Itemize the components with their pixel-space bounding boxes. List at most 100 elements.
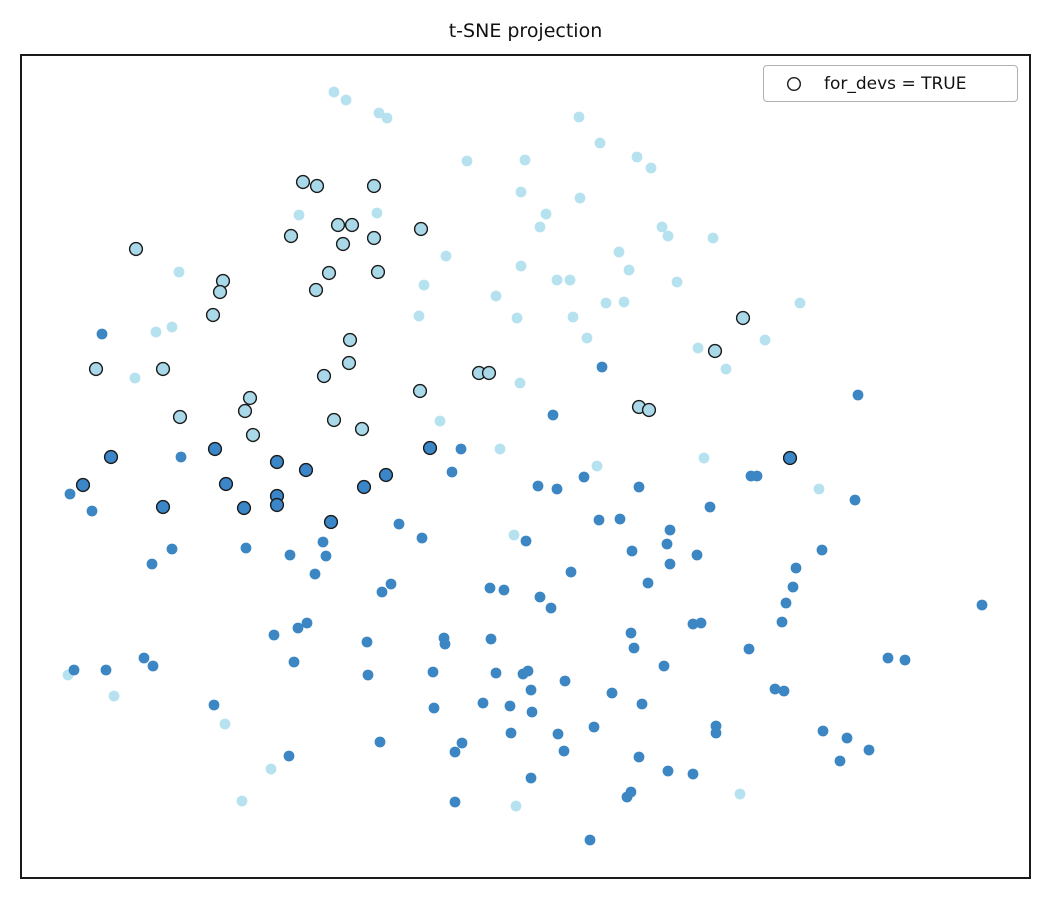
scatter-point <box>439 638 451 650</box>
scatter-point <box>490 667 502 679</box>
scatter-point <box>284 549 296 561</box>
scatter-point <box>552 728 564 740</box>
scatter-point <box>321 265 337 281</box>
scatter-point <box>707 343 723 359</box>
scatter-point <box>166 543 178 555</box>
scatter-point <box>461 155 473 167</box>
scatter-point <box>175 451 187 463</box>
scatter-point <box>173 266 185 278</box>
scatter-point <box>335 236 351 252</box>
scatter-point <box>293 209 305 221</box>
scatter-point <box>547 409 559 421</box>
scatter-point <box>813 483 825 495</box>
scatter-point <box>326 412 342 428</box>
scatter-point <box>633 481 645 493</box>
scatter-point <box>769 683 781 695</box>
scatter-point <box>780 597 792 609</box>
scatter-point <box>68 664 80 676</box>
scatter-point <box>525 684 537 696</box>
scatter-point <box>301 617 313 629</box>
scatter-point <box>456 737 468 749</box>
scatter-point <box>863 744 875 756</box>
scatter-point <box>522 665 534 677</box>
scatter-point <box>508 529 520 541</box>
scatter-point <box>309 178 325 194</box>
scatter-point <box>636 698 648 710</box>
scatter-point <box>413 221 429 237</box>
scatter-point <box>628 642 640 654</box>
plot-frame <box>20 54 1031 879</box>
scatter-point <box>371 207 383 219</box>
scatter-point <box>534 221 546 233</box>
scatter-point <box>600 297 612 309</box>
scatter-point <box>525 772 537 784</box>
scatter-point <box>341 355 357 371</box>
scatter-point <box>283 228 299 244</box>
scatter-point <box>218 476 234 492</box>
scatter-point <box>593 514 605 526</box>
scatter-point <box>484 582 496 594</box>
scatter-point <box>219 718 231 730</box>
scatter-point <box>596 361 608 373</box>
scatter-point <box>658 660 670 672</box>
scatter-point <box>416 532 428 544</box>
scatter-point <box>664 558 676 570</box>
scatter-point <box>564 274 576 286</box>
scatter-point <box>413 310 425 322</box>
scatter-point <box>794 297 806 309</box>
scatter-point <box>574 192 586 204</box>
scatter-point <box>440 250 452 262</box>
scatter-point <box>242 390 258 406</box>
scatter-point <box>86 505 98 517</box>
scatter-point <box>532 480 544 492</box>
scatter-point <box>265 763 277 775</box>
scatter-point <box>340 94 352 106</box>
scatter-point <box>88 361 104 377</box>
scatter-point <box>207 441 223 457</box>
scatter-point <box>292 622 304 634</box>
scatter-point <box>129 372 141 384</box>
scatter-point <box>208 699 220 711</box>
scatter-point <box>268 629 280 641</box>
scatter-point <box>64 488 76 500</box>
scatter-point <box>687 768 699 780</box>
scatter-point <box>534 591 546 603</box>
scatter-point <box>691 549 703 561</box>
scatter-point <box>734 788 746 800</box>
scatter-point <box>515 186 527 198</box>
scatter-point <box>687 618 699 630</box>
scatter-point <box>759 334 771 346</box>
scatter-point <box>692 342 704 354</box>
scatter-point <box>625 627 637 639</box>
scatter-point <box>588 721 600 733</box>
scatter-point <box>578 471 590 483</box>
scatter-point <box>356 479 372 495</box>
scatter-point <box>376 586 388 598</box>
scatter-point <box>446 466 458 478</box>
scatter-point <box>545 602 557 614</box>
scatter-point <box>283 750 295 762</box>
scatter-point <box>514 377 526 389</box>
scatter-point <box>816 544 828 556</box>
scatter-point <box>316 368 332 384</box>
scatter-point <box>490 290 502 302</box>
scatter-point <box>323 514 339 530</box>
scatter-point <box>354 421 370 437</box>
legend-label: for_devs = TRUE <box>824 73 967 94</box>
scatter-point <box>882 652 894 664</box>
scatter-point <box>245 427 261 443</box>
scatter-point <box>269 497 285 513</box>
scatter-point <box>449 746 461 758</box>
scatter-point <box>155 361 171 377</box>
scatter-point <box>782 450 798 466</box>
scatter-point <box>664 524 676 536</box>
scatter-point <box>790 562 802 574</box>
scatter-point <box>236 795 248 807</box>
scatter-point <box>103 449 119 465</box>
scatter-point <box>342 332 358 348</box>
scatter-point <box>108 690 120 702</box>
scatter-point <box>567 311 579 323</box>
scatter-point <box>662 765 674 777</box>
scatter-point <box>778 685 790 697</box>
